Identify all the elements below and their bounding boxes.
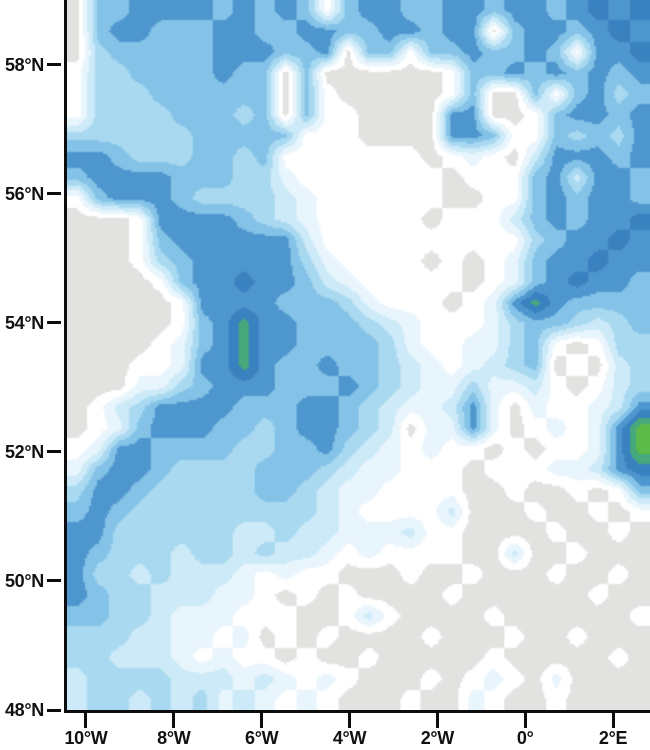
lon-tick-label: 0°: [516, 728, 534, 748]
lat-tick-label: 52°N: [4, 441, 44, 462]
lon-tick-mark: [172, 713, 176, 728]
lon-tick-mark: [523, 713, 527, 728]
lon-tick-label: 8°W: [157, 728, 191, 748]
lon-tick-mark: [348, 713, 351, 728]
lon-tick-label: 6°W: [245, 728, 279, 748]
lat-tick-mark: [47, 321, 61, 325]
lat-tick-mark: [47, 63, 61, 67]
lat-tick-mark: [47, 192, 61, 196]
lat-tick-label: 54°N: [4, 312, 44, 333]
lon-tick-label: 4°W: [332, 728, 367, 748]
contour-map-canvas: [67, 0, 650, 710]
lon-tick-label: 10°W: [64, 728, 108, 748]
lat-tick-label: 48°N: [4, 700, 44, 720]
map-plot-area: [64, 0, 650, 713]
lat-tick-label: 50°N: [4, 570, 44, 591]
lat-tick-mark: [47, 450, 61, 454]
lon-tick-mark: [611, 713, 615, 728]
lon-tick-label: 2°E: [598, 728, 628, 748]
lon-tick-mark: [84, 713, 88, 728]
lon-tick-label: 2°W: [420, 728, 455, 748]
lat-tick-label: 56°N: [4, 183, 44, 204]
lon-tick-mark: [435, 713, 439, 728]
lat-tick-mark: [47, 579, 61, 583]
lon-tick-mark: [260, 713, 264, 728]
lat-tick-label: 58°N: [4, 54, 44, 75]
lat-tick-mark: [47, 708, 61, 712]
